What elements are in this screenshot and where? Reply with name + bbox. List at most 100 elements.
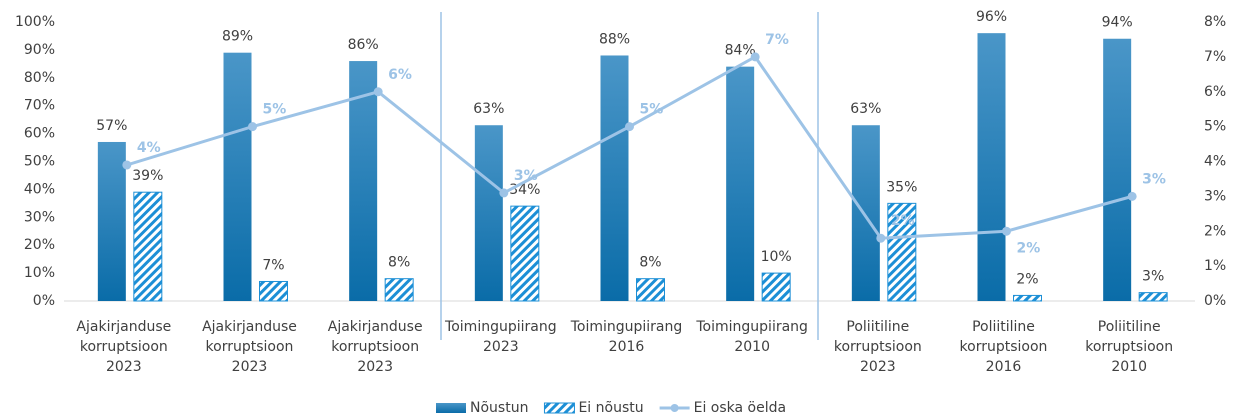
data-label: 57% bbox=[96, 118, 127, 134]
data-label: 2% bbox=[1017, 240, 1041, 256]
data-label: 5% bbox=[640, 102, 664, 118]
y-tick-label: 100% bbox=[15, 14, 55, 30]
x-tick-label: Poliitiline bbox=[972, 319, 1035, 335]
legend-swatch bbox=[670, 404, 679, 412]
point bbox=[876, 233, 886, 243]
data-label: 8% bbox=[388, 255, 410, 271]
bar bbox=[97, 141, 126, 301]
x-tick-label: Poliitiline bbox=[846, 319, 909, 335]
y-tick-label: 0% bbox=[33, 293, 55, 309]
x-tick-label: Ajakirjanduse bbox=[76, 319, 171, 335]
point bbox=[750, 52, 760, 62]
x-tick-label: Poliitiline bbox=[1098, 319, 1161, 335]
bar bbox=[259, 280, 288, 302]
legend-label: Nõustun bbox=[470, 400, 528, 416]
legend-swatch bbox=[543, 402, 575, 414]
y-tick-label: 10% bbox=[24, 265, 55, 281]
bar bbox=[887, 202, 917, 302]
y-tick-label: 50% bbox=[24, 154, 55, 170]
bar bbox=[349, 61, 378, 302]
bar bbox=[636, 278, 665, 302]
point bbox=[122, 160, 132, 170]
x-tick-label: 2023 bbox=[357, 359, 393, 375]
y2-tick-label: 1% bbox=[1204, 258, 1226, 274]
bar bbox=[1103, 38, 1132, 302]
data-label: 96% bbox=[976, 9, 1007, 25]
y2-tick-label: 5% bbox=[1204, 119, 1226, 135]
x-tick-label: 2010 bbox=[734, 339, 770, 355]
data-label: 84% bbox=[725, 43, 756, 59]
bar bbox=[1138, 292, 1168, 302]
x-tick-label: korruptsioon bbox=[331, 339, 419, 355]
x-tick-label: 2010 bbox=[1111, 359, 1147, 375]
data-label: 94% bbox=[1102, 15, 1133, 31]
legend-swatch bbox=[436, 403, 466, 413]
y2-tick-label: 0% bbox=[1204, 293, 1226, 309]
data-label: 63% bbox=[473, 101, 504, 117]
data-label: 5% bbox=[263, 102, 287, 118]
bar bbox=[510, 205, 540, 302]
bar bbox=[761, 272, 791, 302]
x-tick-label: 2023 bbox=[483, 339, 519, 355]
x-tick-label: Ajakirjanduse bbox=[328, 319, 423, 335]
data-label: 3% bbox=[1142, 269, 1164, 285]
legend-label: Ei oska öelda bbox=[694, 400, 786, 416]
y-tick-label: 80% bbox=[24, 70, 55, 86]
bar bbox=[384, 278, 414, 302]
x-tick-label: 2023 bbox=[860, 359, 896, 375]
data-label: 2% bbox=[891, 213, 915, 229]
bar bbox=[726, 66, 755, 301]
data-label: 7% bbox=[765, 32, 789, 48]
y2-tick-label: 2% bbox=[1204, 223, 1226, 239]
x-tick-label: Ajakirjanduse bbox=[202, 319, 297, 335]
data-label: 3% bbox=[1142, 171, 1166, 187]
data-label: 34% bbox=[509, 182, 540, 198]
y-tick-label: 90% bbox=[24, 42, 55, 58]
point bbox=[625, 122, 634, 132]
bar bbox=[133, 191, 163, 302]
x-tick-label: 2016 bbox=[986, 359, 1022, 375]
y2-tick-label: 3% bbox=[1204, 188, 1226, 204]
y2-tick-label: 6% bbox=[1204, 84, 1226, 100]
data-label: 89% bbox=[222, 29, 253, 45]
bar bbox=[600, 55, 629, 302]
y2-tick-label: 4% bbox=[1204, 154, 1226, 170]
bar bbox=[1013, 294, 1042, 302]
x-tick-label: korruptsioon bbox=[834, 339, 922, 355]
data-label: 10% bbox=[761, 249, 792, 265]
data-label: 86% bbox=[348, 37, 379, 53]
bar bbox=[223, 52, 252, 301]
y2-tick-label: 8% bbox=[1204, 14, 1226, 30]
y-tick-label: 20% bbox=[24, 237, 55, 253]
y2-tick-label: 7% bbox=[1204, 49, 1226, 65]
point bbox=[248, 122, 257, 132]
y-tick-label: 60% bbox=[24, 126, 55, 142]
point bbox=[373, 87, 383, 97]
data-label: 88% bbox=[599, 31, 630, 47]
data-label: 35% bbox=[886, 179, 917, 195]
data-label: 4% bbox=[137, 140, 161, 156]
y-tick-label: 30% bbox=[24, 209, 55, 225]
y-tick-label: 40% bbox=[24, 181, 55, 197]
data-label: 39% bbox=[132, 168, 163, 184]
x-tick-label: Toimingupiirang bbox=[570, 319, 683, 335]
bar bbox=[977, 33, 1006, 301]
data-label: 7% bbox=[262, 257, 284, 273]
x-tick-label: korruptsioon bbox=[1085, 339, 1173, 355]
x-tick-label: korruptsioon bbox=[960, 339, 1048, 355]
y-tick-label: 70% bbox=[24, 98, 55, 114]
point bbox=[1127, 191, 1137, 201]
x-tick-label: korruptsioon bbox=[80, 339, 168, 355]
point bbox=[1002, 226, 1011, 236]
data-label: 3% bbox=[514, 168, 538, 184]
data-label: 63% bbox=[850, 101, 881, 117]
data-label: 8% bbox=[639, 255, 661, 271]
point bbox=[499, 188, 509, 198]
data-label: 2% bbox=[1016, 271, 1038, 287]
bar bbox=[474, 125, 503, 301]
legend-label: Ei nõustu bbox=[578, 400, 643, 416]
x-tick-label: 2023 bbox=[106, 359, 142, 375]
data-label: 6% bbox=[388, 67, 412, 83]
x-tick-label: korruptsioon bbox=[206, 339, 294, 355]
